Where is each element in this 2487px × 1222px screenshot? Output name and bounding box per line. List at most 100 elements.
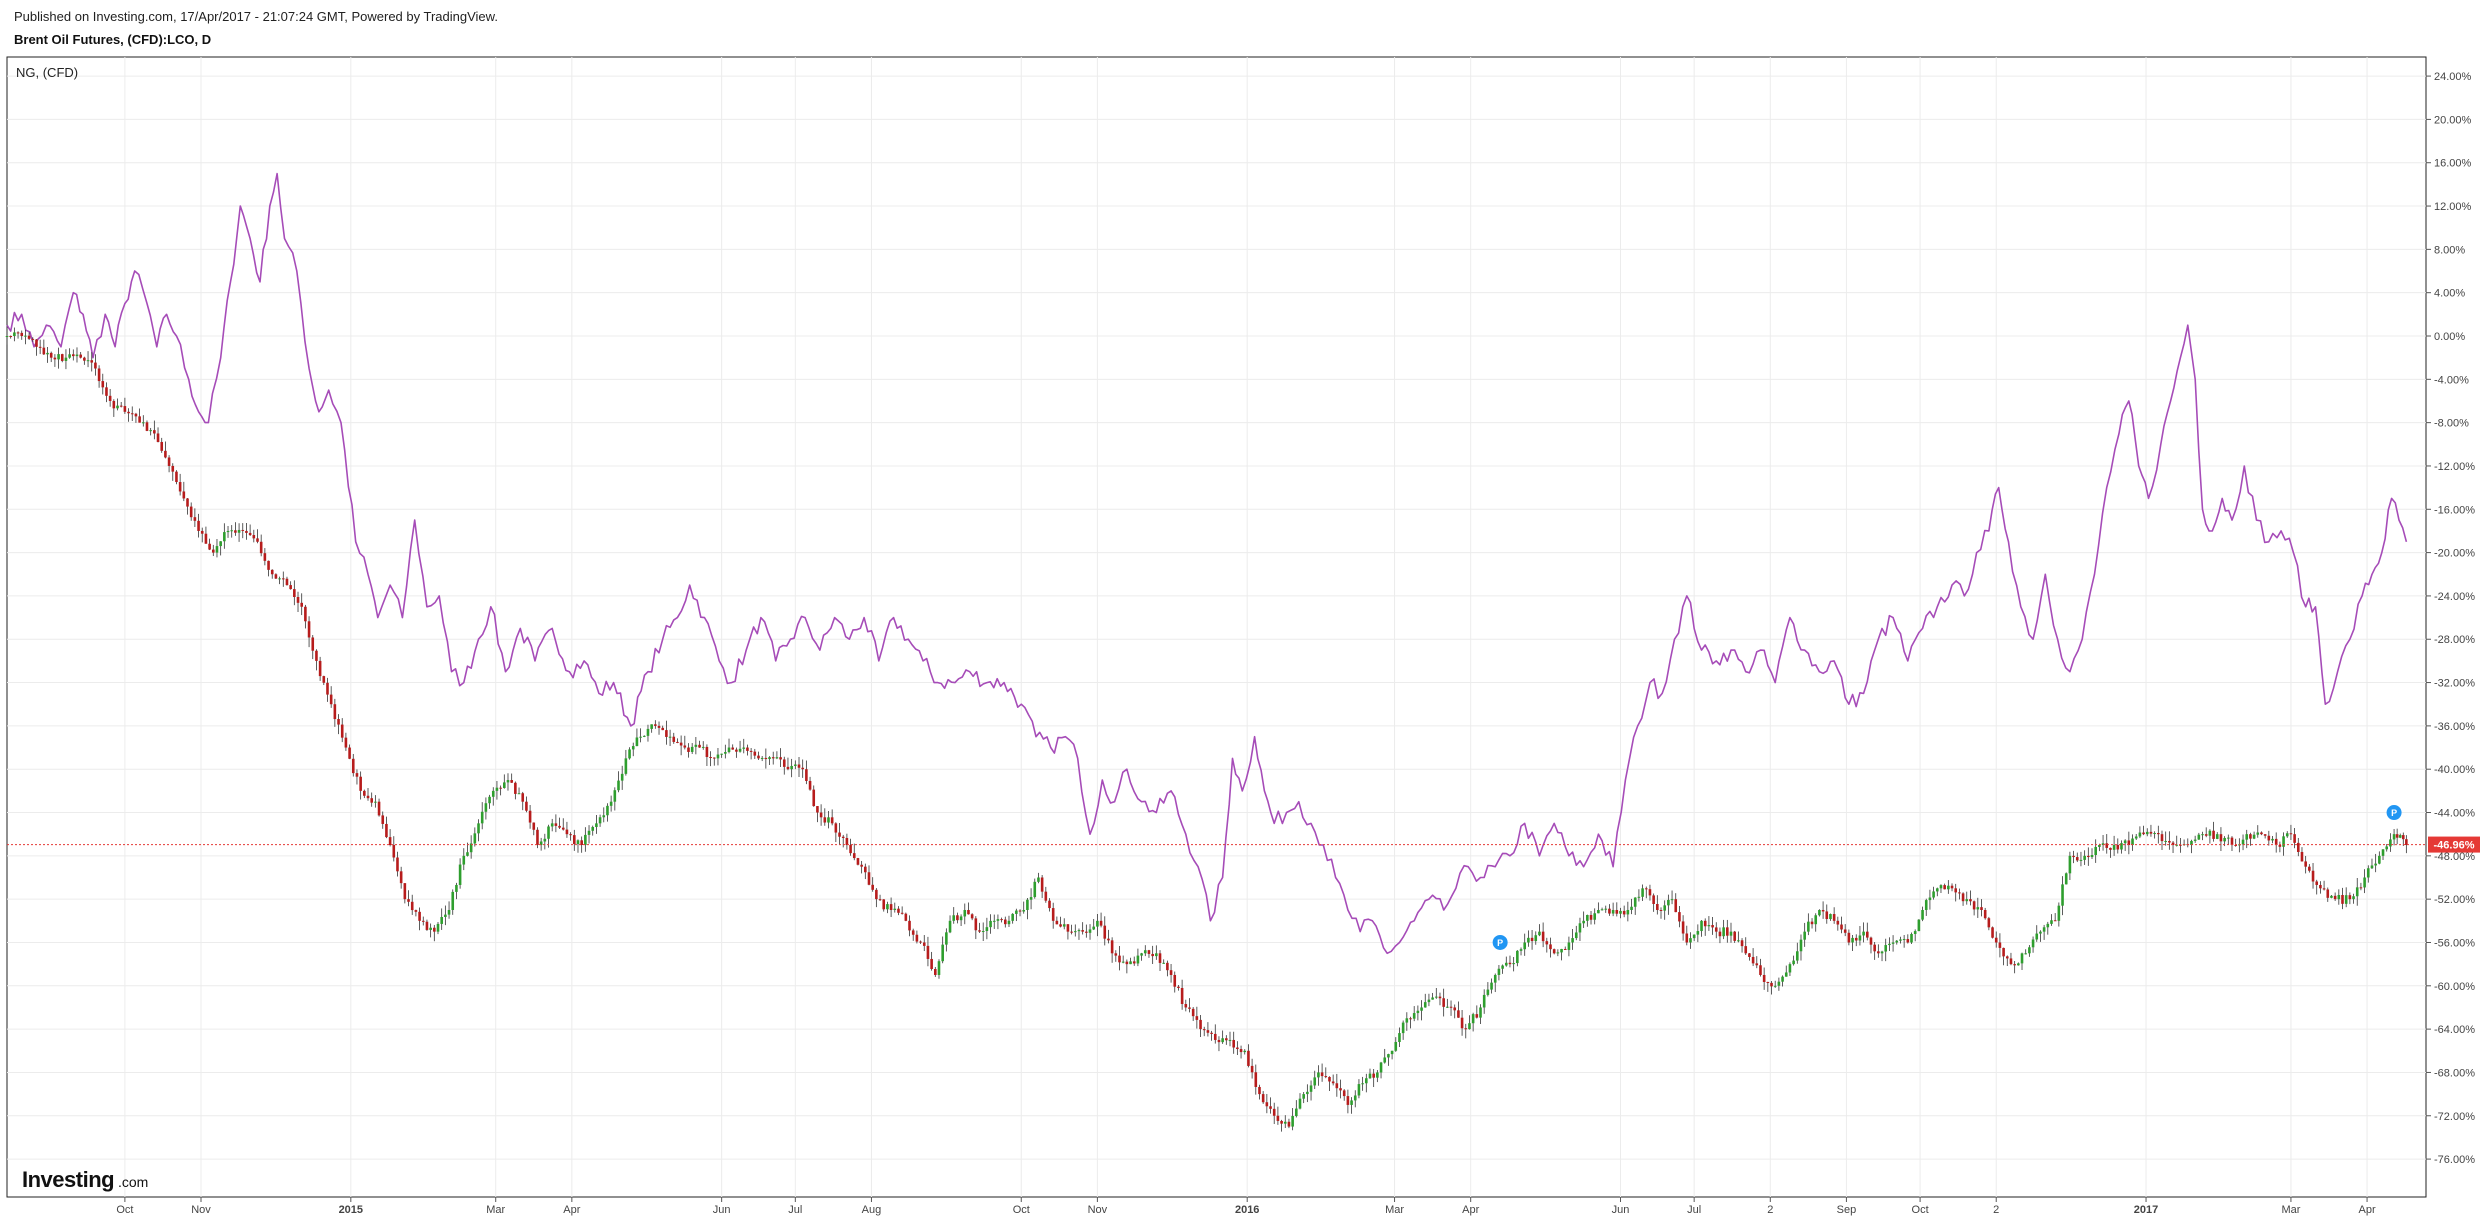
candle-body: [1781, 976, 1784, 982]
candle-body: [2271, 838, 2274, 841]
x-tick-label: Nov: [1088, 1204, 1108, 1216]
candle-body: [1118, 955, 1121, 963]
candle-body: [1162, 962, 1165, 964]
candle-body: [1453, 1007, 1457, 1011]
candle-body: [1825, 911, 1829, 920]
candle-body: [823, 817, 827, 823]
candle-body: [1449, 1006, 1453, 1008]
candle-body: [1851, 937, 1854, 943]
candle-body: [1247, 1050, 1250, 1066]
candle-body: [654, 724, 657, 726]
candle-body: [153, 430, 156, 434]
candle-body: [510, 780, 513, 783]
candle-body: [193, 517, 197, 521]
candle-body: [156, 433, 160, 442]
candle-body: [2337, 895, 2341, 900]
candle-body: [108, 395, 112, 401]
candle-body: [584, 834, 587, 846]
candle-body: [771, 757, 775, 759]
candle-body: [24, 335, 27, 337]
candle-body: [1836, 920, 1840, 925]
candle-body: [2308, 866, 2311, 871]
candle-body: [738, 748, 742, 752]
candle-body: [248, 532, 252, 536]
candle-body: [1527, 937, 1530, 943]
candle-body: [1722, 927, 1725, 937]
candle-body: [289, 585, 292, 590]
candle-body: [381, 815, 385, 824]
candle-body: [477, 823, 480, 834]
investing-logo: Investing .com: [22, 1167, 148, 1192]
candle-body: [2249, 834, 2252, 839]
candle-body: [1560, 948, 1563, 953]
candle-body: [1497, 968, 1501, 975]
candle-body: [296, 596, 300, 603]
candle-body: [2212, 830, 2215, 839]
candle-body: [1947, 885, 1950, 890]
candle-body: [64, 357, 68, 361]
candle-body: [1633, 897, 1637, 907]
candle-body: [1188, 1007, 1191, 1009]
candle-body: [1044, 891, 1048, 901]
candle-body: [919, 941, 922, 943]
candle-body: [351, 758, 355, 774]
candle-body: [2024, 953, 2027, 955]
candle-body: [1843, 929, 1847, 933]
candle-body: [340, 724, 344, 738]
candle-body: [366, 795, 370, 799]
marker-layer: PP: [1492, 805, 2402, 950]
candle-body: [223, 532, 226, 542]
candle-body: [875, 889, 878, 900]
candle-body: [683, 745, 687, 748]
candle-body: [178, 482, 182, 492]
candle-body: [1571, 938, 1574, 943]
candle-body: [1077, 930, 1081, 932]
candle-body: [941, 944, 944, 962]
candle-body: [1954, 888, 1958, 893]
candle-body: [1847, 932, 1851, 943]
candle-body: [1490, 982, 1493, 990]
candle-body: [1994, 937, 1998, 943]
candle-body: [385, 823, 388, 838]
candle-body: [234, 530, 237, 533]
candle-body: [698, 744, 701, 748]
candle-body: [259, 541, 263, 554]
candle-body: [1003, 919, 1007, 925]
candle-body: [1335, 1083, 1339, 1089]
candle-body: [138, 416, 141, 423]
candle-body: [1136, 955, 1140, 964]
candle-body: [2190, 840, 2193, 846]
candle-body: [2315, 881, 2319, 885]
candle-body: [149, 430, 152, 432]
candle-body: [2241, 839, 2245, 845]
candle-body: [595, 823, 598, 828]
candle-body: [1608, 908, 1611, 914]
candle-body: [2175, 844, 2179, 846]
candle-body: [399, 871, 403, 884]
candle-body: [1361, 1083, 1364, 1085]
candle-body: [2042, 927, 2046, 932]
candle-body: [886, 904, 889, 910]
candle-body: [1656, 903, 1659, 910]
candle-body: [2304, 861, 2307, 867]
x-tick-label: Apr: [2358, 1204, 2375, 1216]
candle-body: [841, 836, 845, 838]
candle-body: [1888, 943, 1891, 946]
candle-body: [1899, 939, 1902, 941]
candle-body: [134, 413, 138, 417]
candle-body: [2201, 834, 2204, 836]
candle-body: [1114, 953, 1118, 956]
candle-body: [2149, 831, 2153, 834]
candle-body: [1394, 1041, 1398, 1051]
candle-body: [2208, 830, 2212, 836]
candle-body: [326, 682, 329, 695]
event-marker[interactable]: [1492, 934, 1508, 950]
candle-body: [2352, 896, 2355, 900]
current-price-badge: [2428, 836, 2480, 853]
candle-body: [779, 757, 782, 760]
candle-body: [436, 923, 440, 932]
candle-body: [1022, 909, 1026, 912]
event-marker[interactable]: [2386, 805, 2402, 821]
candle-body: [1210, 1032, 1213, 1034]
candle-body: [1346, 1096, 1350, 1105]
